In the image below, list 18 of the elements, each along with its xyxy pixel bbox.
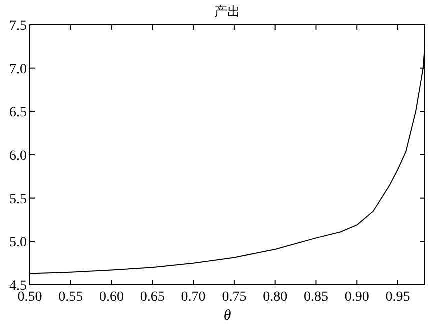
x-tick-label: 0.70 — [181, 290, 206, 305]
y-tick-label: 5.0 — [10, 236, 27, 251]
x-tick-label: 0.75 — [222, 290, 247, 305]
y-tick-label: 6.0 — [10, 149, 27, 164]
x-tick-label: 0.90 — [344, 290, 370, 305]
x-tick-label: 0.50 — [18, 290, 42, 305]
x-axis-title: θ — [224, 308, 232, 324]
x-tick-label: 0.95 — [386, 290, 410, 305]
y-tick-label: 7.5 — [10, 19, 27, 34]
chart-title: 产出 — [214, 4, 240, 19]
x-tick-label: 0.65 — [140, 290, 165, 305]
x-tick-label: 0.60 — [100, 290, 124, 305]
x-tick-label: 0.85 — [304, 290, 328, 305]
y-tick-label: 7.0 — [10, 62, 27, 78]
x-tick-label: 0.55 — [58, 290, 84, 305]
y-tick-label: 6.5 — [10, 106, 27, 121]
x-tick-label: 0.80 — [263, 290, 288, 305]
y-tick-label: 5.5 — [10, 192, 27, 208]
